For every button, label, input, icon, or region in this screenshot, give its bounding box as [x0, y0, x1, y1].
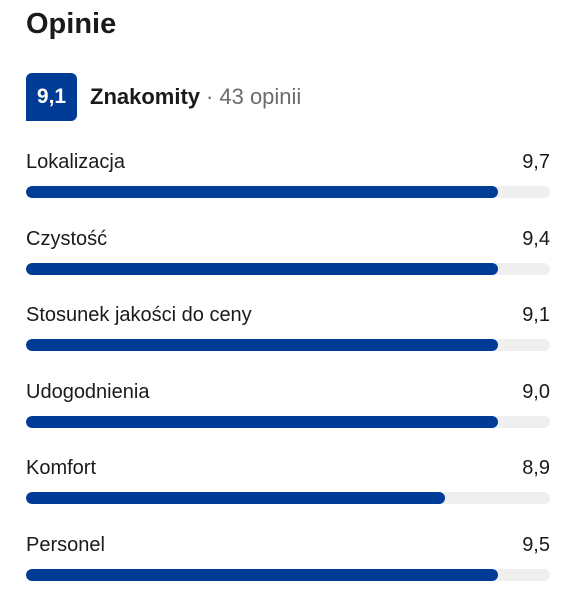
score-badge: 9,1 — [26, 73, 77, 121]
score-bar-track — [26, 492, 550, 504]
score-bar-fill — [26, 263, 498, 275]
separator-dot: · — [206, 84, 214, 109]
category-label: Czystość — [26, 228, 108, 250]
category-udogodnienia: Udogodnienia 9,0 — [26, 379, 550, 429]
score-bar-fill — [26, 186, 498, 198]
category-score: 8,9 — [522, 457, 550, 479]
category-value-for-money: Stosunek jakości do ceny 9,1 — [26, 302, 550, 352]
category-score: 9,0 — [522, 381, 550, 403]
category-personel: Personel 9,5 — [26, 532, 550, 582]
score-bar-track — [26, 263, 550, 275]
score-bar-track — [26, 416, 550, 428]
rating-summary-text: Znakomity · 43 opinii — [90, 73, 301, 121]
category-komfort: Komfort 8,9 — [26, 455, 550, 505]
score-bar-fill — [26, 492, 446, 504]
score-bar-track — [26, 569, 550, 581]
score-bar-fill — [26, 416, 498, 428]
score-bar-track — [26, 339, 550, 351]
review-count-link[interactable]: 43 opinii — [219, 84, 302, 109]
rating-summary: 9,1 Znakomity · 43 opinii — [26, 73, 301, 121]
category-label: Stosunek jakości do ceny — [26, 304, 252, 326]
score-bar-fill — [26, 569, 498, 581]
category-score: 9,5 — [522, 534, 550, 556]
category-label: Lokalizacja — [26, 151, 125, 173]
category-score: 9,1 — [522, 304, 550, 326]
category-label: Komfort — [26, 457, 97, 479]
score-bar-fill — [26, 339, 498, 351]
category-score: 9,7 — [522, 151, 550, 173]
category-czystosc: Czystość 9,4 — [26, 226, 550, 276]
score-bar-track — [26, 186, 550, 198]
category-label: Udogodnienia — [26, 381, 150, 403]
rating-verdict: Znakomity — [90, 84, 201, 109]
page-title: Opinie — [26, 8, 117, 40]
category-label: Personel — [26, 534, 105, 556]
category-score: 9,4 — [522, 228, 550, 250]
category-lokalizacja: Lokalizacja 9,7 — [26, 149, 550, 199]
